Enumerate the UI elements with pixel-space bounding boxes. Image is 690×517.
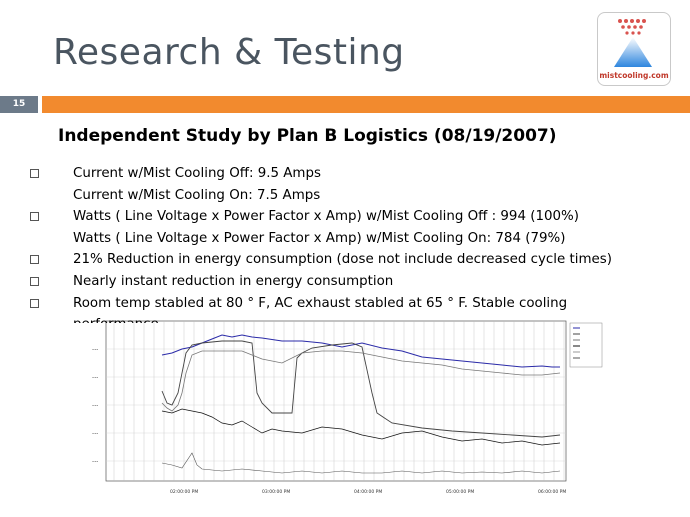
chart-canvas: ••• ••• ••• ••• ••• 02:00:00 PM 03:00:00 PM 0… (82, 313, 658, 500)
x-tick-label: 05:00:00 PM (446, 489, 474, 495)
square-bullet-icon (30, 212, 39, 222)
study-list-item-text: Room temp stabled at 80 ° F, AC exhaust … (73, 295, 568, 311)
study-list-item: Nearly instant reduction in energy consu… (30, 271, 680, 293)
text-clip-region: Current w/Mist Cooling Off: 9.5 Amps Curr… (30, 163, 680, 323)
series-line-temp-1 (161, 334, 560, 368)
study-list-item: performance (30, 314, 680, 323)
study-list: Current w/Mist Cooling Off: 9.5 Amps Curr… (30, 163, 680, 323)
study-list-item-text: Current w/Mist Cooling Off: 9.5 Amps (73, 166, 321, 181)
study-list-item: Watts ( Line Voltage x Power Factor x Am… (30, 228, 680, 250)
svg-text:•••: ••• (92, 376, 98, 380)
title-divider-bar (42, 96, 690, 113)
mistcooling-logo: mistcooling.com (597, 12, 671, 86)
series-line-amps (161, 408, 561, 446)
study-list-item: Room temp stabled at 80 ° F, AC exhaust … (30, 293, 680, 315)
svg-text:•••: ••• (92, 432, 98, 436)
x-tick-label: 04:00:00 PM (354, 489, 382, 495)
series-line-low (161, 452, 561, 474)
study-list-item-text: Watts ( Line Voltage x Power Factor x Am… (73, 209, 579, 225)
series-line-temp-3 (161, 350, 561, 412)
slide-title: Research & Testing (53, 32, 405, 73)
plot-frame (105, 320, 567, 482)
study-list-item-text: Nearly instant reduction in energy consu… (73, 273, 394, 289)
study-list-item: 21% Reduction in energy consumption (dos… (30, 249, 680, 271)
square-bullet-icon (30, 276, 39, 286)
study-heading: Independent Study by Plan B Logistics (0… (58, 126, 557, 146)
square-bullet-icon (30, 255, 39, 265)
svg-text:•••: ••• (92, 348, 98, 352)
study-list-item: Current w/Mist Cooling On: 7.5 Amps (30, 185, 680, 207)
logo-text: mistcooling.com (599, 71, 669, 80)
x-tick-label: 06:00:00 PM (538, 489, 566, 495)
series-line-temp-2 (161, 340, 561, 438)
square-bullet-icon (30, 169, 39, 178)
study-list-item-text: performance (73, 314, 159, 323)
study-list-item-text: Current w/Mist Cooling On: 7.5 Amps (73, 187, 321, 203)
study-list-item-text: Watts ( Line Voltage x Power Factor x Am… (73, 230, 566, 246)
square-bullet-icon (30, 298, 39, 308)
slide-number: 15 (0, 96, 38, 113)
svg-text:•••: ••• (92, 404, 98, 408)
x-tick-label: 03:00:00 PM (262, 489, 290, 495)
legend-box (569, 322, 603, 368)
energy-chart: ••• ••• ••• ••• ••• 02:00:00 PM 03:00:00 PM 0… (82, 313, 658, 500)
x-tick-label: 02:00:00 PM (170, 489, 198, 495)
svg-text:•••: ••• (92, 460, 98, 464)
study-list-item-text: 21% Reduction in energy consumption (dos… (73, 252, 612, 268)
study-list-item: Current w/Mist Cooling Off: 9.5 Amps (30, 163, 680, 185)
study-list-item: Watts ( Line Voltage x Power Factor x Am… (30, 206, 680, 228)
